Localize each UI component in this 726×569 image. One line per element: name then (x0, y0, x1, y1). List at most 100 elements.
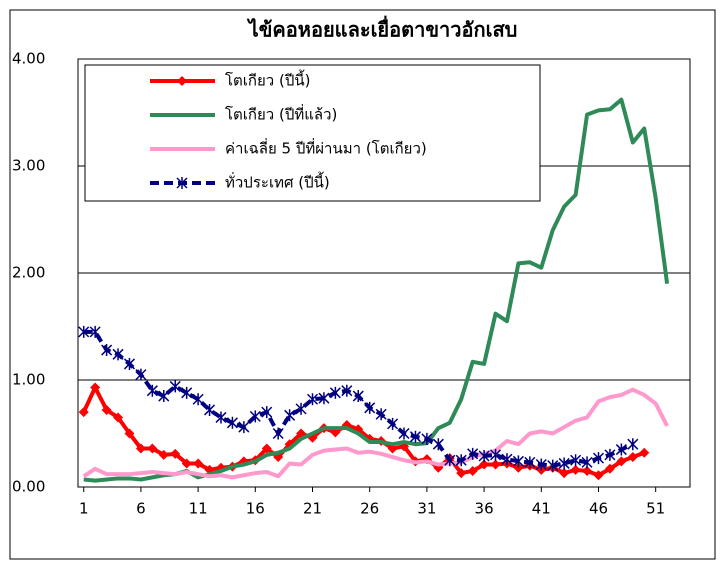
marker (261, 406, 273, 419)
marker (78, 407, 89, 418)
marker (616, 456, 627, 467)
chart-title: ไข้คอหอยและเยื่อตาขาวอักเสบ (247, 15, 518, 42)
marker (421, 432, 433, 445)
marker (478, 449, 490, 462)
marker (593, 470, 604, 481)
marker (204, 403, 216, 416)
y-tick-label: 2.00 (12, 264, 45, 282)
marker (341, 384, 353, 397)
marker (169, 380, 181, 393)
marker (158, 390, 170, 403)
series-markers (78, 325, 639, 472)
marker (581, 456, 593, 469)
marker (604, 448, 616, 461)
marker (444, 454, 456, 467)
marker (226, 416, 238, 429)
marker (364, 401, 376, 414)
marker (387, 417, 399, 430)
marker (78, 325, 90, 338)
marker (306, 393, 319, 406)
x-tick-label: 31 (417, 500, 436, 518)
marker (490, 459, 501, 470)
marker (284, 409, 296, 422)
marker (570, 454, 582, 467)
x-tick-label: 26 (360, 500, 379, 518)
x-tick-label: 6 (136, 500, 146, 518)
marker (570, 464, 581, 475)
marker (627, 452, 638, 463)
y-tick-label: 0.00 (12, 478, 45, 496)
marker (146, 384, 158, 397)
marker (170, 448, 181, 459)
marker (329, 386, 341, 399)
marker (375, 408, 387, 421)
marker (627, 438, 639, 451)
marker (639, 447, 650, 458)
x-tick-label: 36 (475, 500, 494, 518)
x-tick-label: 46 (589, 500, 608, 518)
plot-area (77, 58, 691, 488)
marker (409, 430, 421, 443)
marker (398, 427, 410, 440)
marker (101, 404, 112, 415)
marker (524, 456, 536, 469)
marker (501, 453, 513, 466)
marker (467, 465, 478, 476)
marker (272, 427, 284, 440)
marker (90, 382, 101, 393)
marker (387, 443, 398, 454)
marker (455, 454, 467, 467)
marker (113, 412, 124, 423)
x-tick-label: 51 (646, 500, 665, 518)
marker (467, 447, 479, 460)
marker (135, 443, 146, 454)
marker (512, 455, 524, 468)
marker (261, 443, 272, 454)
marker (101, 344, 113, 357)
y-tick-label: 3.00 (12, 157, 45, 175)
marker (558, 457, 570, 470)
x-tick-label: 11 (189, 500, 208, 518)
legend-marker (177, 76, 187, 86)
marker (479, 459, 490, 470)
x-tick-label: 1 (79, 500, 89, 518)
marker (559, 468, 570, 479)
marker (592, 452, 605, 465)
marker (123, 357, 136, 370)
marker (295, 402, 307, 415)
marker (352, 390, 364, 403)
x-tick-label: 41 (532, 500, 551, 518)
legend-label: ค่าเฉลี่ย 5 ปีที่ผ่านมา (โตเกียว) (225, 138, 427, 158)
series-line (82, 387, 669, 480)
marker (147, 443, 158, 454)
legend-label: โตเกียว (ปีที่แล้ว) (225, 104, 337, 124)
legend-label: ทั่วประเทศ (ปีนี้) (225, 172, 330, 192)
marker (456, 468, 467, 479)
marker (249, 410, 261, 423)
marker (604, 463, 615, 474)
marker (135, 368, 147, 381)
x-tick-label: 21 (303, 500, 322, 518)
marker (318, 392, 330, 405)
legend-marker (176, 177, 188, 189)
marker (112, 348, 124, 361)
marker (582, 465, 593, 476)
marker (513, 462, 524, 473)
marker (432, 438, 444, 451)
marker (215, 411, 227, 424)
x-tick-label: 16 (246, 500, 265, 518)
marker (124, 428, 135, 439)
marker (535, 458, 547, 471)
y-tick-label: 1.00 (12, 371, 45, 389)
marker (547, 459, 559, 472)
marker (615, 443, 627, 456)
marker (193, 458, 204, 469)
legend: โตเกียว (ปีนี้) โตเกียว (ปีที่แล้ว) ค่าเฉล… (84, 64, 541, 202)
marker (238, 421, 250, 434)
marker (158, 449, 169, 460)
marker (490, 448, 502, 461)
y-tick-label: 4.00 (12, 50, 45, 68)
legend-label: โตเกียว (ปีนี้) (225, 70, 310, 90)
marker (89, 325, 101, 338)
